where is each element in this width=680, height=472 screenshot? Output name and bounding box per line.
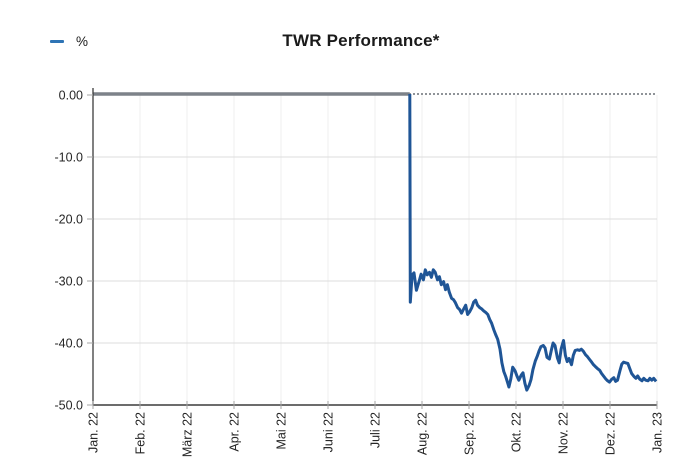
y-tick-label: 0.00 (59, 89, 83, 103)
x-tick-label: Jan. 22 (87, 412, 101, 453)
x-tick-label: Aug. 22 (416, 412, 430, 455)
y-tick-label: -30.0 (55, 275, 84, 289)
x-tick-label: Juli 22 (369, 412, 383, 448)
x-tick-label: Mai 22 (275, 412, 289, 450)
x-tick-label: Apr. 22 (228, 412, 242, 452)
performance-line (408, 93, 658, 392)
x-tick-label: Jan. 23 (651, 412, 665, 453)
y-tick-label: -40.0 (55, 337, 84, 351)
x-tick-label: Nov. 22 (557, 412, 571, 454)
legend-line-icon (50, 39, 64, 44)
x-tick-label: Sep. 22 (463, 412, 477, 455)
x-tick-label: Juni 22 (322, 412, 336, 452)
x-tick-label: Feb. 22 (134, 412, 148, 454)
y-tick-label: -20.0 (55, 213, 84, 227)
y-tick-label: -10.0 (55, 151, 84, 165)
x-tick-label: März 22 (181, 412, 195, 457)
x-tick-label: Dez. 22 (604, 412, 618, 455)
chart-title: TWR Performance* (282, 31, 440, 50)
legend: % (50, 34, 88, 49)
legend-label: % (76, 34, 89, 49)
y-tick-label: -50.0 (55, 399, 84, 413)
x-tick-label: Okt. 22 (510, 412, 524, 452)
